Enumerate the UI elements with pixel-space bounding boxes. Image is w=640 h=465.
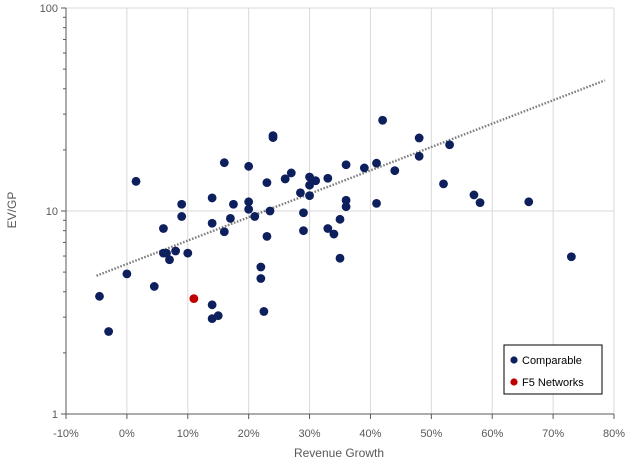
comparable-point <box>311 176 321 186</box>
comparable-point <box>341 195 351 205</box>
y-tick-label: 1 <box>52 409 58 421</box>
comparable-point <box>305 191 314 201</box>
comparable-point <box>159 224 168 233</box>
comparable-point <box>244 204 254 214</box>
comparable-point <box>262 178 272 188</box>
comparable-point <box>341 160 351 170</box>
comparable-point <box>329 229 339 239</box>
comparable-point <box>341 202 351 212</box>
comparable-point <box>213 311 223 321</box>
comparable-point <box>219 227 229 237</box>
comparable-point <box>104 327 114 336</box>
comparable-point <box>299 208 308 218</box>
legend-label-f5: F5 Networks <box>522 377 584 389</box>
gridlines <box>66 7 615 414</box>
comparable-point <box>207 300 217 310</box>
comparable-point <box>296 188 305 198</box>
comparable-point <box>372 158 381 168</box>
legend-label-comparable: Comparable <box>522 355 582 367</box>
comparable-point <box>439 179 448 189</box>
x-tick-label: -10% <box>53 428 79 440</box>
trendline <box>96 79 606 277</box>
comparable-point <box>162 248 171 258</box>
comparable-point <box>475 198 485 207</box>
y-tick-label: 100 <box>40 3 58 15</box>
comparable-point <box>524 197 534 207</box>
x-tick-label: 10% <box>177 428 199 440</box>
comparable-point <box>259 307 269 316</box>
trendline-group <box>96 79 606 277</box>
f5-networks-point <box>189 294 199 304</box>
comparable-point <box>219 158 229 168</box>
x-tick-label: 60% <box>481 428 503 440</box>
axes <box>61 7 615 419</box>
x-tick-label: 40% <box>359 428 381 440</box>
comparable-point <box>390 166 400 176</box>
comparable-point <box>286 168 296 178</box>
legend: Comparable F5 Networks <box>503 344 603 395</box>
data-points <box>95 115 576 336</box>
comparable-point <box>323 173 333 183</box>
legend-marker-comparable <box>510 356 518 364</box>
y-tick-label: 10 <box>46 206 58 218</box>
comparable-point <box>268 131 278 141</box>
comparable-point <box>244 161 254 171</box>
x-tick-label: 20% <box>238 428 260 440</box>
legend-marker-f5 <box>510 378 518 386</box>
tick-labels: -10% 0% 10% 20% 30% 40% 50% 60% 70% 80% 1 10 100 <box>40 3 626 440</box>
comparable-point <box>280 174 290 184</box>
comparable-point <box>335 214 345 224</box>
comparable-point <box>177 212 187 221</box>
comparable-point <box>226 213 235 223</box>
comparable-point <box>323 224 333 233</box>
comparable-point <box>149 282 159 291</box>
x-tick-label: 30% <box>299 428 321 440</box>
comparable-point <box>256 262 266 272</box>
comparable-point <box>414 151 424 161</box>
comparable-point <box>95 291 104 301</box>
comparable-point <box>566 252 576 262</box>
y-axis-title: EV/GP <box>5 192 19 229</box>
comparable-point <box>244 197 254 207</box>
comparable-point <box>183 248 193 258</box>
comparable-point <box>256 274 266 283</box>
comparable-point <box>207 193 217 203</box>
comparable-point <box>177 199 187 209</box>
comparable-point <box>165 255 174 265</box>
comparable-point <box>305 180 314 190</box>
comparable-point <box>335 253 345 263</box>
comparable-point <box>262 231 272 241</box>
comparable-point <box>131 176 141 186</box>
comparable-point <box>359 163 369 173</box>
x-axis-title: Revenue Growth <box>294 446 384 460</box>
x-tick-label: 50% <box>420 428 442 440</box>
comparable-point <box>171 246 181 256</box>
comparable-point <box>414 133 424 143</box>
x-tick-label: 70% <box>542 428 564 440</box>
comparable-point <box>299 226 308 236</box>
legend-box <box>503 344 603 395</box>
comparable-point <box>122 269 132 279</box>
comparable-point <box>207 218 217 228</box>
x-tick-label: 0% <box>119 428 135 440</box>
comparable-point <box>372 199 381 208</box>
comparable-point <box>250 212 260 221</box>
comparable-point <box>445 140 454 150</box>
comparable-point <box>378 115 388 125</box>
comparable-point <box>265 206 275 216</box>
comparable-point <box>469 190 479 200</box>
comparable-point <box>229 199 238 209</box>
x-tick-label: 80% <box>603 428 625 440</box>
